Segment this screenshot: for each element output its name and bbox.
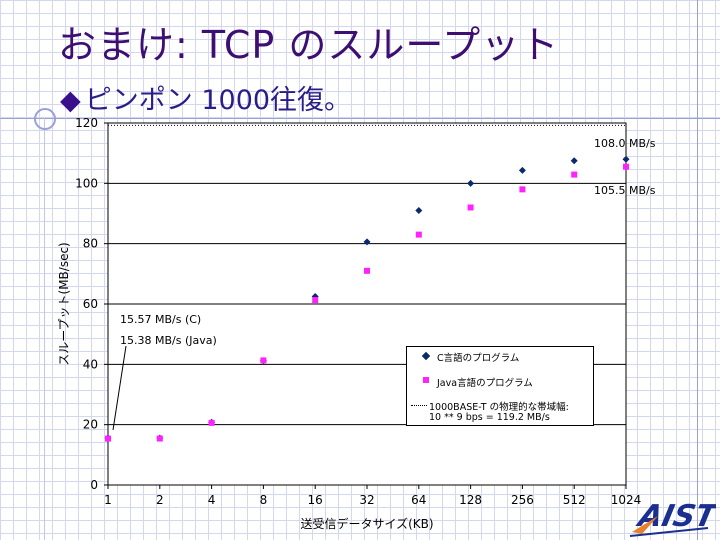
c-series-point xyxy=(363,238,371,246)
y-tick-label: 80 xyxy=(83,237,98,251)
java-series-point xyxy=(208,419,215,426)
legend-diamond-icon xyxy=(421,351,431,361)
x-tick-label: 64 xyxy=(411,493,426,507)
y-axis-label: スループット(MB/sec) xyxy=(57,242,71,366)
x-tick-label: 1024 xyxy=(611,493,642,507)
java-series-point xyxy=(312,297,319,304)
java-series-point xyxy=(415,231,422,238)
annotation-java-peak: 105.5 MB/s xyxy=(594,184,656,197)
annotation-c-low: 15.57 MB/s (C) xyxy=(120,313,202,326)
annotation-java-low: 15.38 MB/s (Java) xyxy=(120,334,217,347)
legend-label-reference-1: 1000BASE-T の物理的な帯域幅: xyxy=(429,402,569,413)
java-series-point xyxy=(571,171,578,178)
x-tick-label: 128 xyxy=(459,493,482,507)
x-tick-label: 32 xyxy=(359,493,374,507)
java-series-point xyxy=(364,267,370,274)
y-tick-label: 100 xyxy=(75,176,98,190)
y-tick-label: 0 xyxy=(90,478,98,492)
x-tick-label: 1 xyxy=(104,493,112,507)
decorative-circle-icon xyxy=(34,108,56,130)
x-tick-label: 512 xyxy=(563,493,586,507)
java-series-point xyxy=(260,357,267,364)
annotation-c-peak: 108.0 MB/s xyxy=(594,137,656,150)
decorative-rule-right xyxy=(697,0,698,540)
java-series-point xyxy=(623,163,629,170)
legend-label-reference-2: 10 ** 9 bps = 119.2 MB/s xyxy=(429,412,550,423)
y-tick-label: 120 xyxy=(75,116,98,130)
diamond-bullet-icon: ◆ xyxy=(60,85,81,116)
annotation-leader-line xyxy=(112,345,127,431)
x-tick-label: 8 xyxy=(260,493,268,507)
x-axis-label: 送受信データサイズ(KB) xyxy=(300,516,433,531)
c-series-point xyxy=(622,155,630,163)
x-tick-label: 4 xyxy=(208,493,216,507)
c-series-point xyxy=(518,166,526,174)
legend-label-c: C言語のプログラム xyxy=(437,353,520,364)
legend-square-icon xyxy=(423,377,429,383)
java-series-point xyxy=(519,186,526,193)
decorative-rule xyxy=(0,118,720,119)
java-series-point xyxy=(467,204,474,211)
y-tick-label: 40 xyxy=(83,357,98,371)
x-tick-label: 2 xyxy=(156,493,164,507)
x-tick-label: 16 xyxy=(308,493,323,507)
c-series-point xyxy=(570,157,578,165)
java-series-point xyxy=(156,435,163,442)
slide-title: おまけ: TCP のスループット xyxy=(58,23,560,67)
y-tick-label: 60 xyxy=(83,297,98,311)
aist-logo: AIST xyxy=(629,499,716,537)
c-series-point xyxy=(467,179,475,187)
chart-legend: C言語のプログラム Java言語のプログラム 1000BASE-T の物理的な帯… xyxy=(406,346,594,426)
bullet-text: ピンポン 1000往復。 xyxy=(84,85,352,116)
decorative-rule-vertical xyxy=(44,118,45,540)
y-tick-label: 20 xyxy=(83,418,98,432)
x-tick-label: 256 xyxy=(511,493,534,507)
slide-bullet: ◆ ピンポン 1000往復。 xyxy=(60,78,351,117)
c-series-point xyxy=(415,206,423,214)
legend-label-java: Java言語のプログラム xyxy=(437,378,533,389)
java-series-point xyxy=(105,435,111,442)
legend-dotted-line-icon xyxy=(411,405,427,406)
